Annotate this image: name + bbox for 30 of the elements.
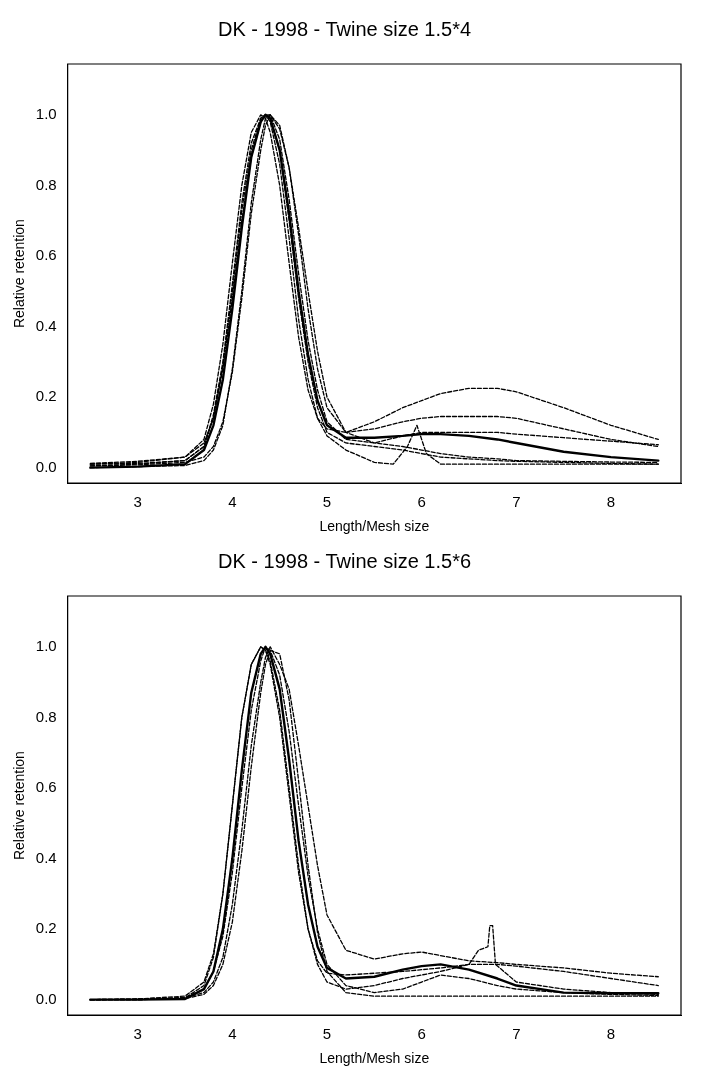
y-axis-title: Relative retention xyxy=(11,219,28,329)
x-tick-label: 8 xyxy=(606,1025,616,1043)
x-tick-label: 3 xyxy=(133,493,142,511)
y-tick-label: 0.8 xyxy=(35,707,57,725)
x-tick-label: 6 xyxy=(417,1025,426,1043)
x-tick-label: 5 xyxy=(322,1025,332,1043)
y-tick-label: 0.4 xyxy=(35,316,57,334)
x-axis-title: Length/Mesh size xyxy=(319,518,430,535)
y-tick-label: 0.2 xyxy=(35,387,57,405)
x-tick-label: 7 xyxy=(512,493,521,511)
y-tick-label: 1.0 xyxy=(35,104,57,122)
y-axis-title: Relative retention xyxy=(11,751,28,861)
x-tick-label: 6 xyxy=(417,493,426,511)
x-tick-label: 5 xyxy=(322,493,332,511)
chart-title: DK - 1998 - Twine size 1.5*4 xyxy=(217,17,472,40)
y-tick-label: 0.6 xyxy=(35,246,57,264)
y-tick-label: 0.2 xyxy=(35,919,57,937)
x-tick-label: 3 xyxy=(133,1025,142,1043)
x-tick-label: 4 xyxy=(228,1025,237,1043)
x-tick-label: 4 xyxy=(228,493,237,511)
y-tick-label: 0.6 xyxy=(35,778,57,796)
y-tick-label: 1.0 xyxy=(35,636,57,654)
y-tick-label: 0.4 xyxy=(35,848,57,866)
x-tick-label: 8 xyxy=(606,493,616,511)
y-tick-label: 0.8 xyxy=(35,175,57,193)
x-tick-label: 7 xyxy=(512,1025,521,1043)
y-tick-label: 0.0 xyxy=(35,457,57,475)
y-tick-label: 0.0 xyxy=(35,989,57,1007)
x-axis-title: Length/Mesh size xyxy=(319,1050,430,1067)
chart-title: DK - 1998 - Twine size 1.5*6 xyxy=(217,549,472,572)
